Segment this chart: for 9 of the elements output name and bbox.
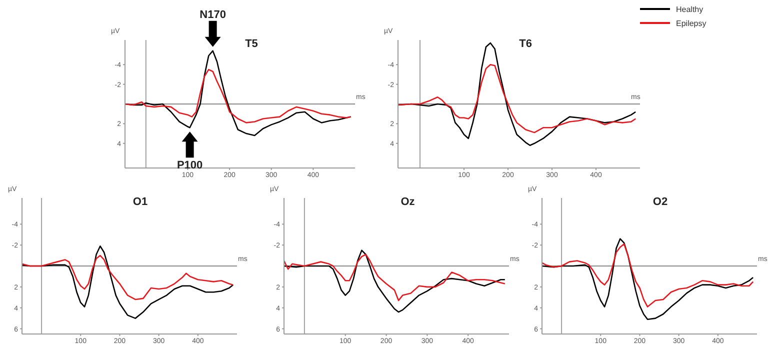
chart-title: T5	[245, 38, 258, 50]
chart-title: T6	[519, 38, 532, 50]
legend-label: Epilepsy	[676, 18, 706, 28]
chart-title: O2	[652, 196, 668, 208]
annotation: N170	[200, 8, 226, 21]
chart-title: Oz	[400, 196, 415, 208]
annotation: P100	[176, 160, 203, 172]
legend-label: Healthy	[676, 4, 704, 14]
chart-title: O1	[132, 196, 148, 208]
